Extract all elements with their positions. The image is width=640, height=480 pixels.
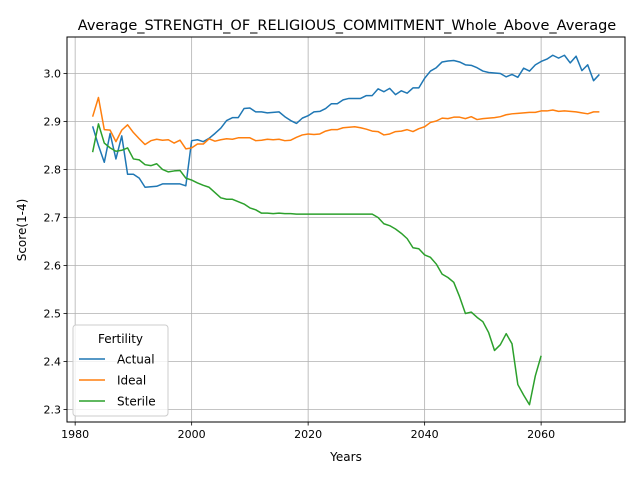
y-axis-label: Score(1-4) — [15, 199, 29, 262]
y-tick-label: 2.7 — [44, 211, 62, 224]
y-tick-label: 2.3 — [44, 404, 62, 417]
x-tick-label: 2060 — [527, 428, 555, 441]
x-tick-label: 2040 — [411, 428, 439, 441]
legend-label-ideal: Ideal — [117, 374, 146, 388]
x-tick-label: 1980 — [61, 428, 89, 441]
chart-title: Average_STRENGTH_OF_RELIGIOUS_COMMITMENT… — [78, 18, 617, 34]
y-tick-label: 2.9 — [44, 115, 62, 128]
x-tick-label: 2020 — [294, 428, 322, 441]
legend-label-actual: Actual — [117, 353, 155, 367]
legend: Fertility Actual Ideal Sterile — [73, 325, 168, 416]
y-tick-label: 2.5 — [44, 308, 62, 321]
y-tick-label: 2.4 — [44, 356, 62, 369]
x-tick-label: 2000 — [178, 428, 206, 441]
y-tick-label: 2.8 — [44, 163, 62, 176]
x-axis-label: Years — [329, 450, 362, 464]
legend-title: Fertility — [98, 332, 143, 346]
y-tick-label: 3.0 — [44, 67, 62, 80]
legend-label-sterile: Sterile — [117, 395, 156, 409]
y-tick-label: 2.6 — [44, 260, 62, 273]
